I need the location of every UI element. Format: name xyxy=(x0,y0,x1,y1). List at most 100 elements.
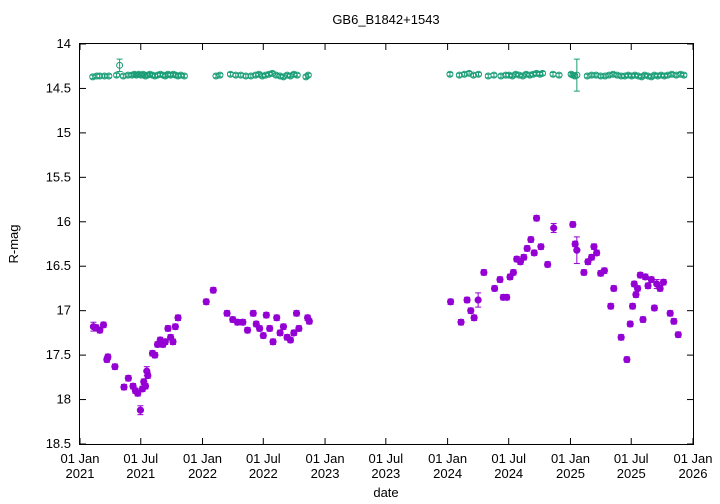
data-point xyxy=(293,71,301,79)
data-point xyxy=(259,331,267,340)
data-point xyxy=(601,72,609,80)
data-point xyxy=(180,72,188,80)
data-point xyxy=(623,355,631,364)
data-point xyxy=(273,314,281,322)
data-point xyxy=(177,71,185,79)
data-point xyxy=(164,324,172,333)
x-tick-label: 01 Jul xyxy=(614,451,649,466)
data-point xyxy=(532,214,541,222)
data-point xyxy=(216,71,224,79)
data-point xyxy=(304,71,312,79)
x-tick-label: 2022 xyxy=(249,466,278,481)
data-point xyxy=(573,71,581,79)
x-tick-label: 2025 xyxy=(617,466,646,481)
data-point xyxy=(617,333,625,341)
data-point xyxy=(286,336,295,344)
data-point xyxy=(105,72,113,80)
data-point xyxy=(503,293,511,301)
data-point xyxy=(590,243,598,251)
data-point xyxy=(223,309,231,317)
data-point xyxy=(305,317,313,325)
data-point xyxy=(169,338,177,346)
y-tick-label: 14 xyxy=(57,36,71,51)
x-tick-label: 01 Jan xyxy=(428,451,467,466)
data-point xyxy=(527,235,535,244)
data-point xyxy=(119,72,127,80)
x-tick-label: 2023 xyxy=(311,466,340,481)
y-tick-label: 18.5 xyxy=(46,436,71,451)
x-tick-label: 01 Jan xyxy=(183,451,222,466)
x-tick-label: 01 Jul xyxy=(123,451,158,466)
data-point xyxy=(247,72,255,80)
data-point xyxy=(639,315,647,324)
data-point xyxy=(239,318,247,326)
series-0 xyxy=(89,58,688,92)
data-point xyxy=(89,73,97,81)
data-series xyxy=(89,58,688,416)
data-point xyxy=(295,324,303,333)
data-point xyxy=(292,309,301,317)
data-point xyxy=(460,70,468,78)
plot-frame xyxy=(79,43,694,445)
x-tick-label: 2024 xyxy=(494,466,523,481)
data-point xyxy=(272,71,280,79)
data-point xyxy=(209,286,217,294)
data-point xyxy=(237,71,245,79)
data-point xyxy=(573,246,581,254)
data-point xyxy=(520,253,528,261)
data-point xyxy=(664,71,672,79)
data-point xyxy=(124,374,132,382)
data-point xyxy=(600,267,608,275)
data-point xyxy=(674,331,682,339)
data-point xyxy=(607,302,615,310)
data-point xyxy=(666,309,674,317)
x-tick-label: 01 Jul xyxy=(246,451,281,466)
data-point xyxy=(212,72,220,80)
x-tick-label: 2025 xyxy=(556,466,585,481)
y-tick-label: 15.5 xyxy=(46,169,71,184)
data-point xyxy=(530,249,538,257)
data-point xyxy=(569,220,577,229)
data-point xyxy=(116,61,124,69)
data-point xyxy=(609,70,617,78)
y-tick-label: 15 xyxy=(57,125,71,140)
data-point xyxy=(480,268,488,277)
data-point xyxy=(523,244,531,253)
data-point xyxy=(144,371,152,380)
data-point xyxy=(605,71,613,79)
x-tick-label: 2026 xyxy=(679,466,708,481)
data-point xyxy=(680,71,688,79)
data-point xyxy=(470,314,478,322)
data-point xyxy=(632,291,640,299)
data-point xyxy=(447,298,455,306)
data-point xyxy=(279,323,288,331)
data-point xyxy=(256,324,264,333)
data-point xyxy=(509,268,517,277)
data-point xyxy=(571,240,579,248)
x-tick-label: 2023 xyxy=(371,466,400,481)
data-point xyxy=(644,282,652,290)
data-point xyxy=(243,326,252,334)
x-tick-label: 01 Jan xyxy=(673,451,712,466)
data-point xyxy=(496,275,504,284)
data-point xyxy=(628,302,637,310)
data-point xyxy=(446,70,454,78)
data-point xyxy=(290,329,298,337)
data-point xyxy=(174,314,182,322)
data-point xyxy=(555,71,563,79)
y-tick-labels: 14 14.5 15 15.5 16 16.5 17 17.5 18 18.5 xyxy=(46,36,71,451)
data-point xyxy=(467,307,475,315)
data-point xyxy=(171,323,179,331)
data-point xyxy=(141,382,150,390)
data-point xyxy=(490,284,499,293)
data-point xyxy=(647,275,655,284)
y-tick-label: 14.5 xyxy=(46,80,71,95)
data-point xyxy=(151,351,159,359)
y-tick-label: 18 xyxy=(57,392,71,407)
data-point xyxy=(588,71,596,79)
x-tick-label: 2021 xyxy=(126,466,155,481)
data-point xyxy=(668,70,676,78)
data-point xyxy=(550,224,558,232)
y-axis-title: R-mag xyxy=(6,224,21,263)
series-1 xyxy=(89,214,682,416)
